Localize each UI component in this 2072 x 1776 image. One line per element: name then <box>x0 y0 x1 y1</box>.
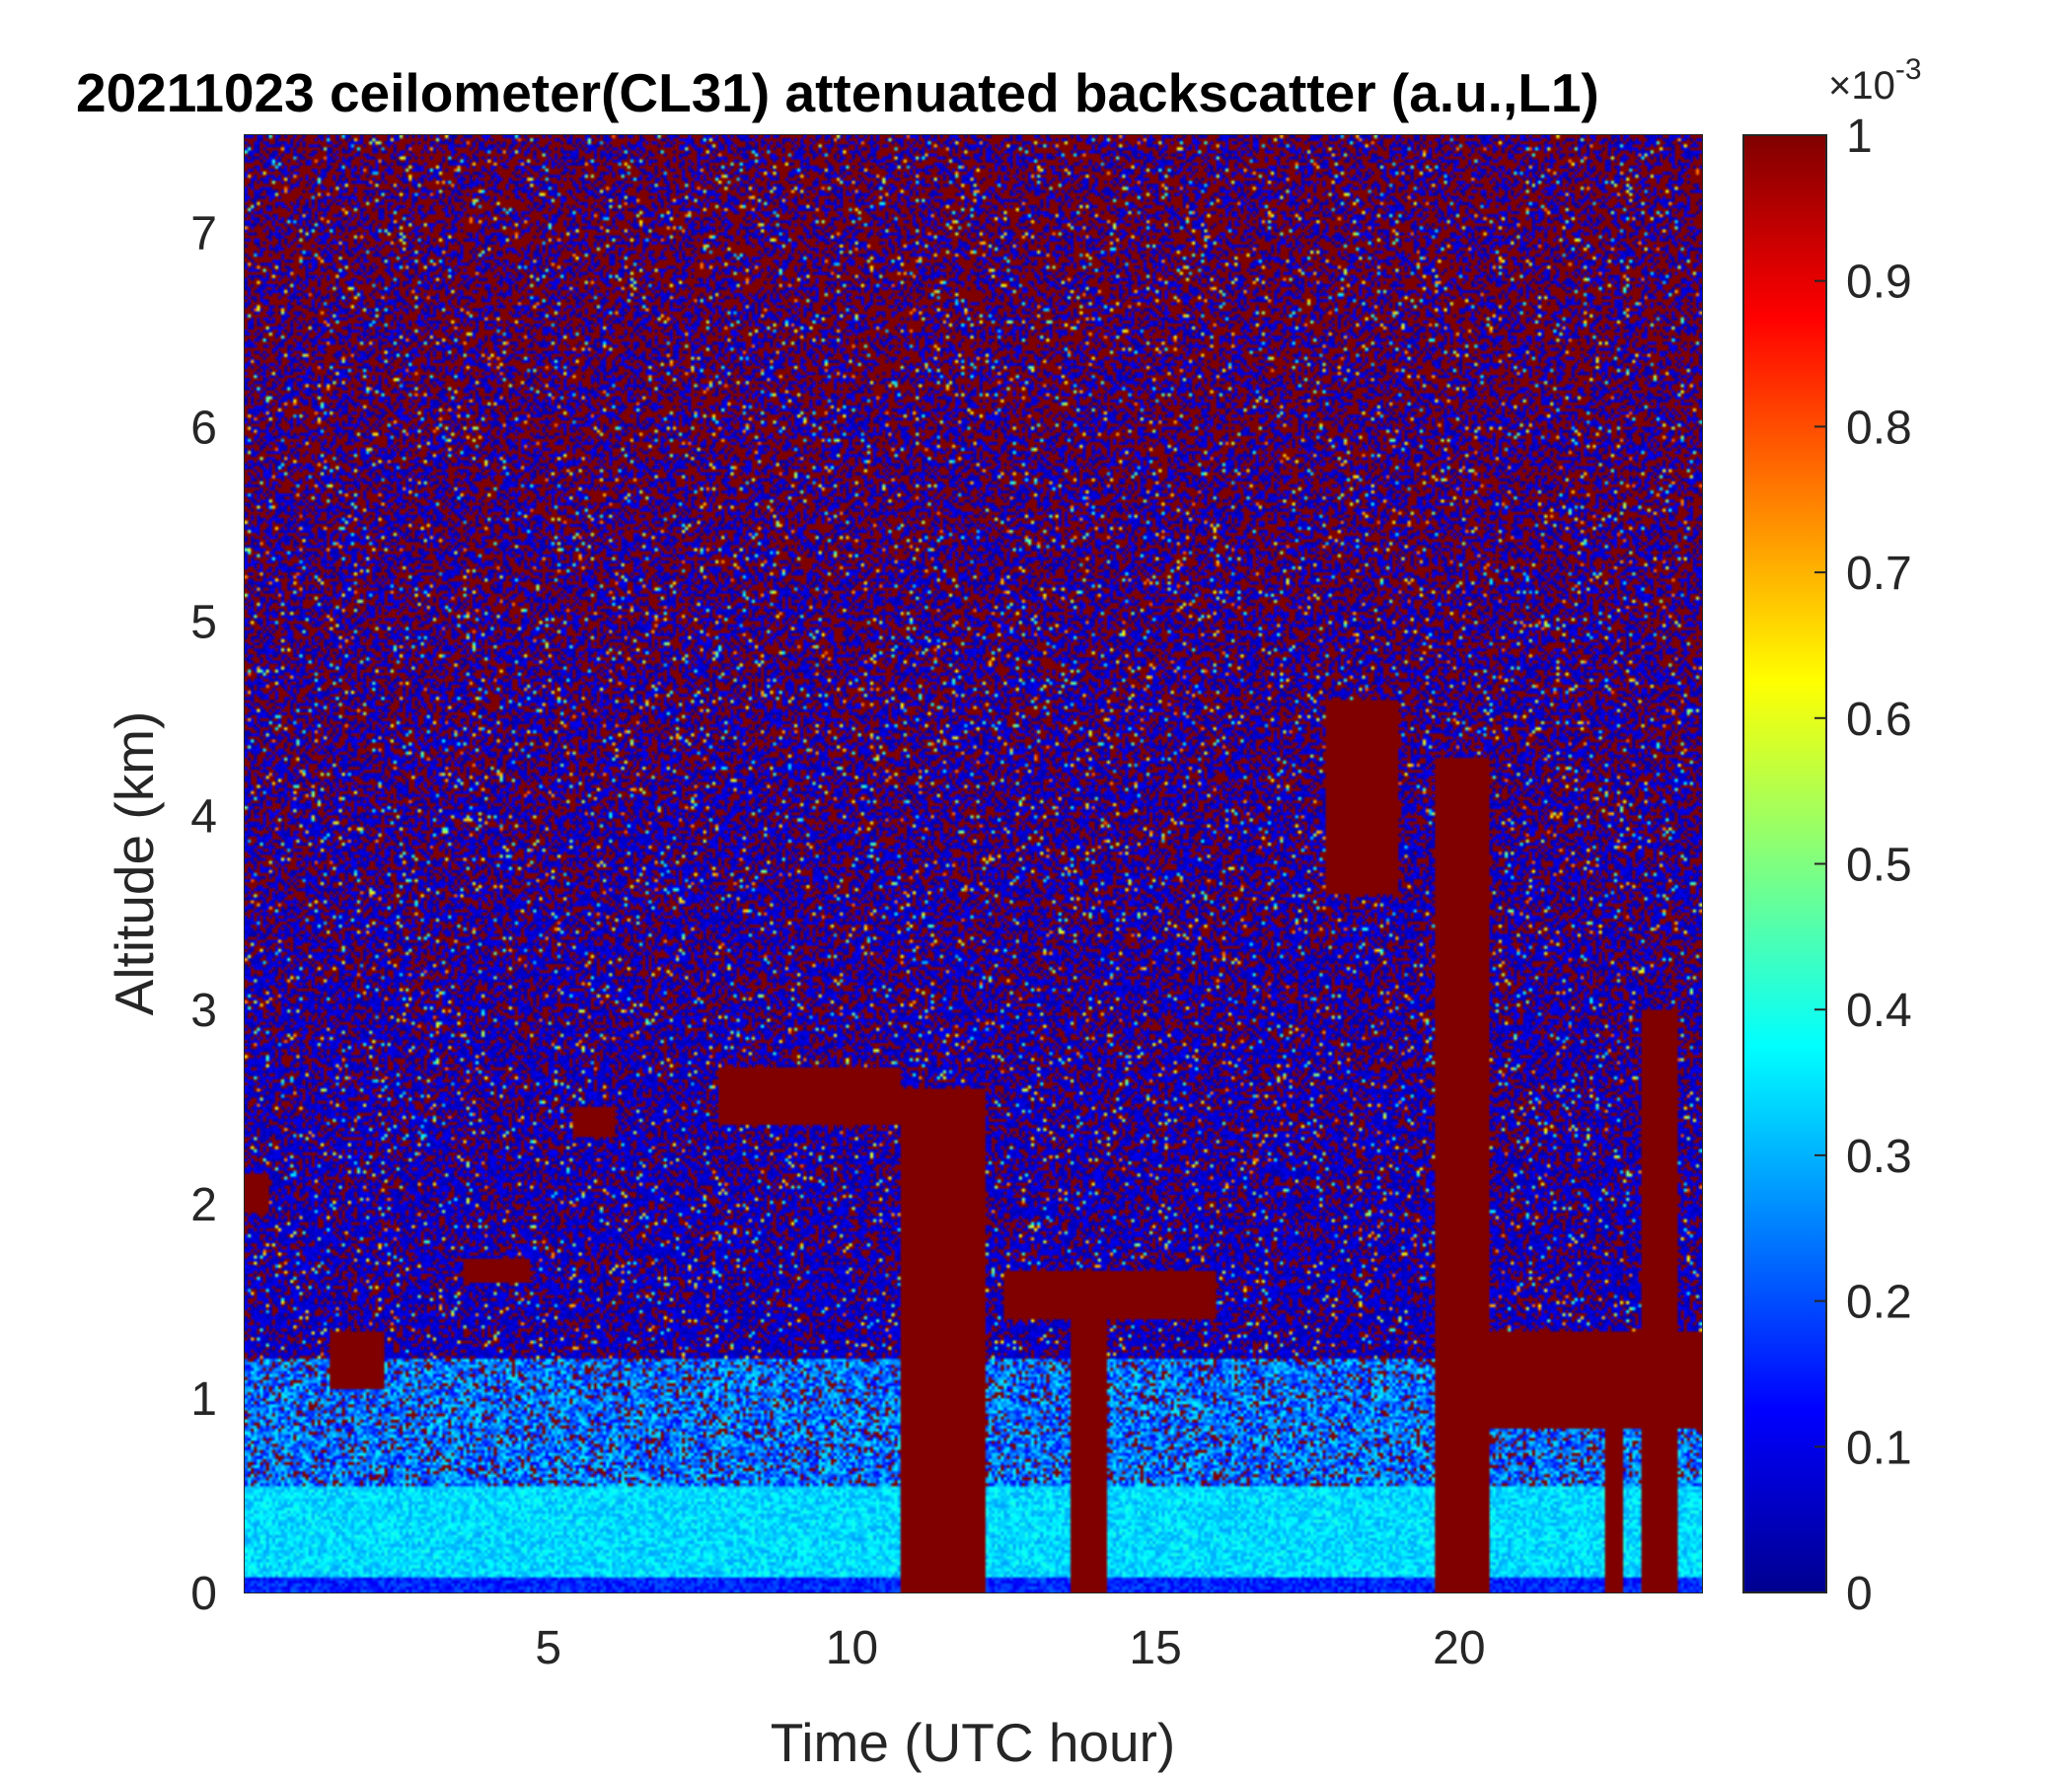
heatmap-image <box>245 135 1702 1592</box>
colorbar-tick-label: 0.9 <box>1846 257 1912 309</box>
y-tick-label: 6 <box>190 402 217 454</box>
x-tick-label: 20 <box>1433 1622 1485 1674</box>
colorbar-tick-label: 0 <box>1846 1568 1873 1620</box>
y-tick-label: 1 <box>190 1373 217 1426</box>
x-axis: 5 10 15 20 <box>535 135 1486 1674</box>
y-tick-label: 5 <box>190 596 217 648</box>
colorbar-tick-label: 0.4 <box>1846 985 1912 1037</box>
y-tick-label: 4 <box>190 790 217 843</box>
colorbar-tick-label: 0.2 <box>1846 1277 1912 1329</box>
colorbar-tick-label: 0.6 <box>1846 694 1912 746</box>
colorbar-tick-label: 0.3 <box>1846 1131 1912 1183</box>
x-tick-label: 5 <box>535 1622 561 1674</box>
colorbar: 0 0.1 0.2 0.3 0.4 0.5 0.6 0.7 0.8 0.9 1 ×10-3 <box>1742 53 1922 1620</box>
y-tick-label: 0 <box>190 1568 217 1620</box>
y-tick-label: 2 <box>190 1179 217 1231</box>
x-axis-label: Time (UTC hour) <box>771 1712 1176 1773</box>
colorbar-exponent-base: ×10 <box>1828 64 1895 108</box>
x-tick-label: 10 <box>826 1622 878 1674</box>
colorbar-gradient <box>1742 134 1827 1593</box>
colorbar-exponent: ×10-3 <box>1828 53 1922 108</box>
x-tick-label: 15 <box>1129 1622 1181 1674</box>
y-tick-label: 3 <box>190 985 217 1037</box>
chart-title: 20211023 ceilometer(CL31) attenuated bac… <box>76 62 1599 123</box>
colorbar-tick-label: 0.1 <box>1846 1422 1912 1474</box>
colorbar-ticks: 0 0.1 0.2 0.3 0.4 0.5 0.6 0.7 0.8 0.9 1 <box>1814 111 1912 1620</box>
colorbar-tick-label: 0.5 <box>1846 840 1912 892</box>
y-tick-label: 7 <box>190 207 217 259</box>
colorbar-tick-label: 0.7 <box>1846 548 1912 600</box>
colorbar-tick-label: 1 <box>1846 111 1873 163</box>
colorbar-exponent-power: -3 <box>1895 53 1922 86</box>
y-axis-label: Altitude (km) <box>104 711 165 1016</box>
colorbar-tick-label: 0.8 <box>1846 402 1912 454</box>
